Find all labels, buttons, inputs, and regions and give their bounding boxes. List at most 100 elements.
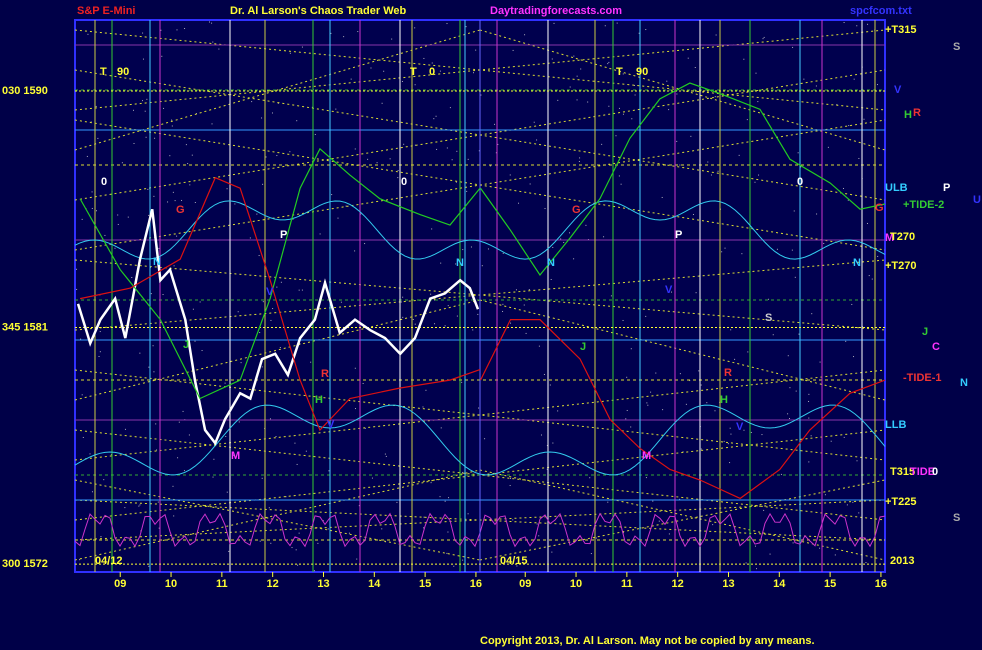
annotation: +TIDE-2 — [903, 199, 944, 211]
star — [425, 389, 427, 391]
star — [847, 199, 849, 201]
star — [462, 471, 464, 473]
star — [154, 137, 156, 139]
star — [269, 418, 271, 420]
file-label: spcfcom.txt — [850, 5, 912, 17]
star — [712, 524, 714, 526]
star — [741, 253, 743, 255]
star — [103, 479, 105, 481]
star — [676, 140, 678, 142]
star — [99, 351, 101, 353]
star — [89, 453, 91, 455]
star — [544, 208, 546, 210]
star — [622, 113, 624, 115]
star — [808, 393, 810, 395]
star — [694, 66, 696, 68]
star — [509, 477, 511, 479]
star — [435, 115, 437, 117]
star — [808, 400, 810, 402]
star — [423, 527, 425, 529]
star — [124, 428, 126, 430]
star — [714, 96, 716, 98]
star — [724, 247, 726, 249]
star — [172, 485, 174, 487]
star — [652, 500, 654, 502]
star — [743, 429, 745, 431]
star — [630, 426, 632, 428]
star — [792, 46, 794, 48]
star — [444, 325, 446, 327]
star — [470, 246, 472, 248]
y-tick-label: 345 1581 — [2, 321, 48, 333]
star — [538, 345, 540, 347]
star — [512, 49, 514, 51]
star — [95, 105, 97, 107]
star — [142, 32, 144, 34]
star — [127, 216, 129, 218]
x-tick-label: 09 — [114, 578, 126, 590]
star — [446, 23, 448, 25]
star — [616, 22, 618, 24]
star — [176, 29, 178, 31]
star — [448, 497, 450, 499]
star — [754, 181, 756, 183]
star — [815, 85, 817, 87]
star — [256, 213, 258, 215]
star — [467, 513, 469, 515]
star — [295, 549, 297, 551]
star — [690, 135, 692, 137]
star — [178, 421, 180, 423]
star — [734, 358, 736, 360]
annotation: +T225 — [885, 496, 917, 508]
star — [843, 436, 845, 438]
star — [853, 356, 855, 358]
star — [91, 491, 93, 493]
star — [132, 109, 134, 111]
star — [827, 146, 829, 148]
star — [439, 70, 441, 72]
star — [280, 281, 282, 283]
star — [676, 93, 678, 95]
star — [138, 505, 140, 507]
star — [509, 174, 511, 176]
star — [381, 102, 383, 104]
star — [76, 288, 78, 290]
star — [793, 210, 795, 212]
star — [787, 355, 789, 357]
x-tick-label: 11 — [216, 578, 228, 590]
star — [553, 22, 555, 24]
star — [487, 248, 489, 250]
annotation: S — [953, 512, 960, 524]
star — [730, 433, 732, 435]
star — [292, 218, 294, 220]
star — [350, 78, 352, 80]
star — [797, 152, 799, 154]
star — [866, 222, 868, 224]
star — [626, 376, 628, 378]
star — [370, 67, 372, 69]
star — [211, 22, 213, 24]
star — [747, 351, 749, 353]
star — [184, 28, 186, 30]
star — [277, 102, 279, 104]
star — [139, 352, 141, 354]
x-tick-label: 15 — [419, 578, 431, 590]
star — [97, 137, 99, 139]
star — [104, 234, 106, 236]
annotation: T — [410, 66, 417, 78]
star — [187, 163, 189, 165]
annotation: M — [642, 450, 651, 462]
x-tick-label: 15 — [824, 578, 836, 590]
star — [497, 143, 499, 145]
annotation: P — [280, 229, 287, 241]
star — [117, 223, 119, 225]
star — [510, 322, 512, 324]
star — [271, 112, 273, 114]
star — [148, 214, 150, 216]
star — [285, 496, 287, 498]
chart-subtitle: Dr. Al Larson's Chaos Trader Web — [230, 5, 407, 17]
star — [249, 237, 251, 239]
star — [789, 387, 791, 389]
annotation: LLB — [885, 419, 906, 431]
